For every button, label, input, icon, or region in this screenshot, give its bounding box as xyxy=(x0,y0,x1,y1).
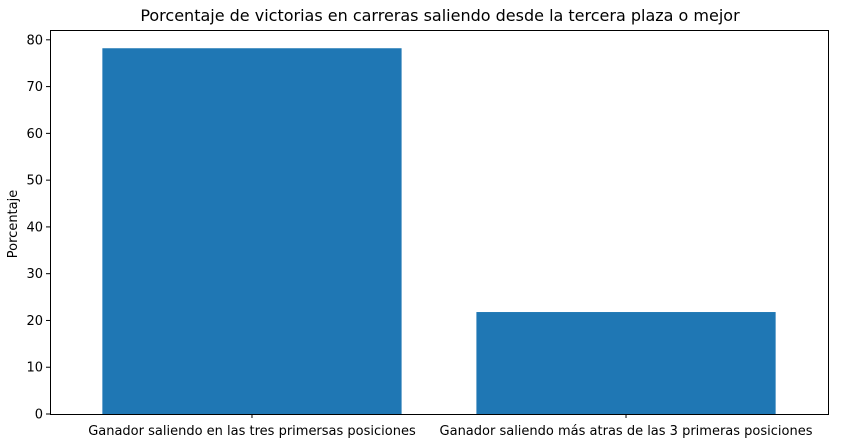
y-tick-label-5: 50 xyxy=(26,174,43,189)
y-tick-label-7: 70 xyxy=(26,80,43,95)
bar-0 xyxy=(102,48,401,414)
y-tick-label-6: 60 xyxy=(26,127,43,142)
y-tick-label-1: 10 xyxy=(26,361,43,376)
y-axis-ticks: 0 10 20 30 40 50 60 70 80 xyxy=(26,33,50,422)
y-tick-label-3: 30 xyxy=(26,267,43,282)
x-tick-label-0: Ganador saliendo en las tres primersas p… xyxy=(88,424,416,439)
y-axis-label: Porcentaje xyxy=(6,190,21,258)
x-axis-ticks: Ganador saliendo en las tres primersas p… xyxy=(88,414,813,439)
chart-title: Porcentaje de victorias en carreras sali… xyxy=(140,6,740,25)
x-tick-label-1: Ganador saliendo más atras de las 3 prim… xyxy=(440,424,813,439)
y-tick-label-4: 40 xyxy=(26,220,43,235)
bar-1 xyxy=(476,312,775,414)
y-tick-label-2: 20 xyxy=(26,314,43,329)
y-tick-label-0: 0 xyxy=(35,408,43,423)
bars-group xyxy=(102,48,775,414)
y-tick-label-8: 80 xyxy=(26,33,43,48)
